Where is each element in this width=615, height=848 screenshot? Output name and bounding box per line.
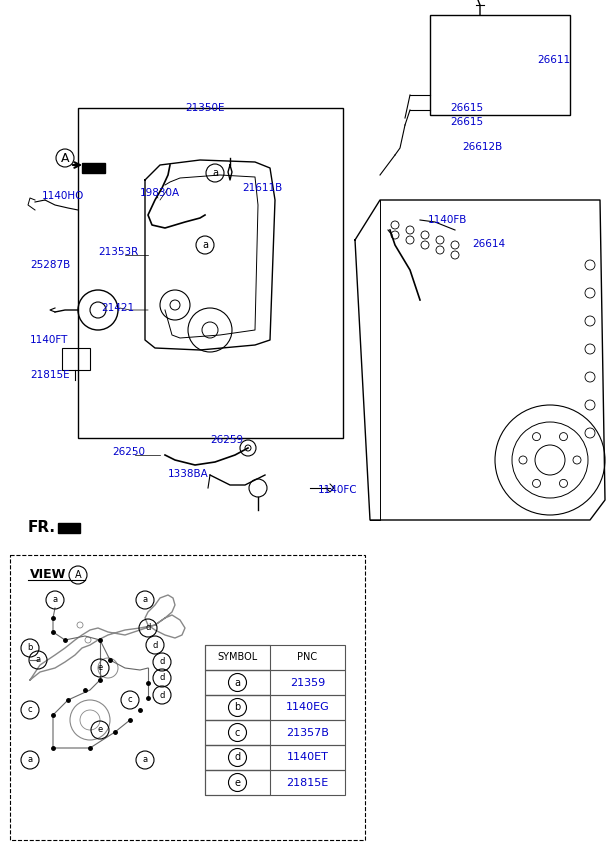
- Text: VIEW: VIEW: [30, 568, 66, 582]
- Text: a: a: [212, 168, 218, 178]
- Bar: [205, 745, 270, 770]
- Bar: [205, 695, 345, 720]
- Text: 21421: 21421: [101, 303, 135, 313]
- Text: 26614: 26614: [472, 239, 505, 249]
- Bar: [205, 770, 345, 795]
- Bar: [205, 695, 270, 720]
- Text: a: a: [28, 756, 33, 765]
- Text: a: a: [36, 656, 41, 665]
- Text: 25287B: 25287B: [30, 260, 70, 270]
- Bar: [205, 720, 270, 745]
- Text: 1140EG: 1140EG: [285, 702, 330, 712]
- Bar: [205, 770, 270, 795]
- Text: A: A: [61, 152, 69, 165]
- Text: PNC: PNC: [298, 652, 317, 662]
- Text: 21611B: 21611B: [242, 183, 282, 193]
- Bar: [62, 348, 90, 370]
- Text: d: d: [153, 640, 157, 650]
- Text: a: a: [234, 678, 240, 688]
- Bar: [10, 555, 365, 840]
- Text: b: b: [234, 702, 240, 712]
- Text: 21359: 21359: [290, 678, 325, 688]
- Bar: [78, 108, 343, 438]
- Text: 26615: 26615: [450, 103, 483, 113]
- Text: c: c: [128, 695, 132, 705]
- Bar: [430, 15, 570, 115]
- Text: d: d: [159, 673, 165, 683]
- Text: 21815E: 21815E: [30, 370, 69, 380]
- Bar: [205, 670, 270, 695]
- Text: 1140ET: 1140ET: [287, 752, 328, 762]
- Text: 1140FC: 1140FC: [318, 485, 358, 495]
- Text: e: e: [97, 663, 103, 672]
- Text: 21353R: 21353R: [98, 247, 138, 257]
- Text: b: b: [27, 644, 33, 652]
- Bar: [205, 645, 270, 670]
- Bar: [205, 720, 345, 745]
- Text: c: c: [235, 728, 240, 738]
- Text: d: d: [145, 623, 151, 633]
- Bar: [205, 745, 345, 770]
- Text: 19830A: 19830A: [140, 188, 180, 198]
- Text: 1338BA: 1338BA: [168, 469, 208, 479]
- Text: a: a: [202, 240, 208, 250]
- Text: SYMBOL: SYMBOL: [217, 652, 258, 662]
- Text: e: e: [234, 778, 240, 788]
- Text: 1140HO: 1140HO: [42, 191, 84, 201]
- Text: 26615: 26615: [450, 117, 483, 127]
- Text: A: A: [74, 570, 81, 580]
- Text: 26611: 26611: [537, 55, 570, 65]
- Text: a: a: [143, 595, 148, 605]
- Text: 26612B: 26612B: [462, 142, 502, 152]
- Polygon shape: [82, 163, 105, 173]
- Text: d: d: [159, 690, 165, 700]
- Text: a: a: [52, 595, 58, 605]
- Text: 1140FT: 1140FT: [30, 335, 68, 345]
- Text: 21350E: 21350E: [185, 103, 224, 113]
- Text: 26259: 26259: [210, 435, 243, 445]
- Text: c: c: [28, 706, 33, 715]
- Polygon shape: [58, 523, 80, 533]
- Bar: [205, 670, 345, 695]
- Text: 21815E: 21815E: [287, 778, 328, 788]
- Text: 1140FB: 1140FB: [428, 215, 467, 225]
- Text: a: a: [143, 756, 148, 765]
- Text: d: d: [159, 657, 165, 667]
- Text: 26250: 26250: [112, 447, 145, 457]
- Bar: [205, 645, 345, 670]
- Text: 21357B: 21357B: [286, 728, 329, 738]
- Text: d: d: [234, 752, 240, 762]
- Text: FR.: FR.: [28, 521, 56, 535]
- Text: e: e: [97, 726, 103, 734]
